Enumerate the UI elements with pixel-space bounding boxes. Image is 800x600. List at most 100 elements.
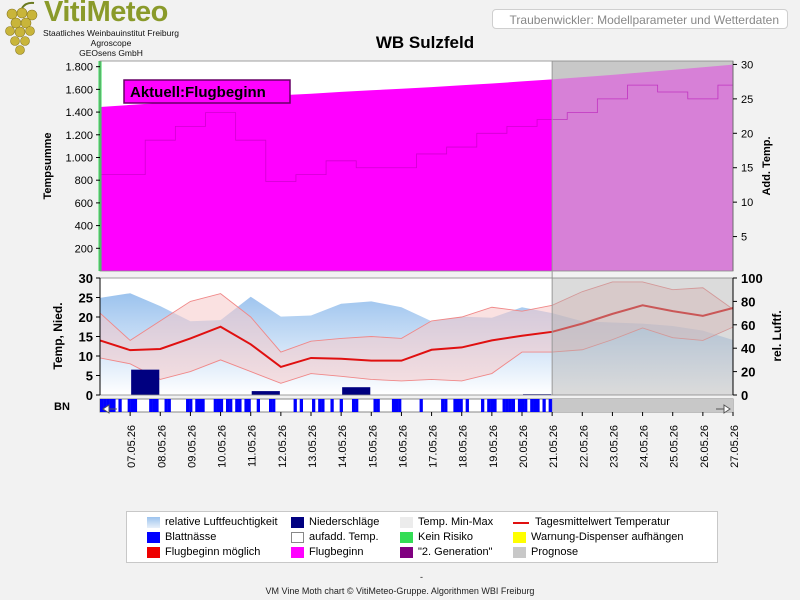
chart-title-box: Traubenwickler: Modellparameter und Wett…	[492, 9, 788, 29]
x-tick-label: 19.05.26	[488, 425, 500, 468]
upper-right-tick-label: 10	[741, 197, 753, 209]
bn-cell	[441, 399, 445, 412]
legend-label: Flugbeginn möglich	[165, 546, 261, 558]
precip-bar	[251, 391, 280, 395]
tempsumme-area	[100, 79, 553, 271]
upper-right-tick-label: 15	[741, 163, 753, 175]
bn-cell	[118, 399, 122, 412]
bn-cell	[376, 399, 380, 412]
lower-left-tick-label: 30	[79, 271, 93, 286]
x-tick-label: 10.05.26	[217, 425, 229, 468]
footer-dash: -	[420, 572, 423, 582]
legend-swatch	[147, 532, 160, 543]
x-tick-label: 12.05.26	[277, 425, 289, 468]
bn-cell	[225, 399, 230, 412]
bn-cell	[330, 399, 334, 412]
legend-label: "2. Generation"	[418, 546, 493, 558]
bn-cell	[481, 399, 485, 412]
brand-name: VitiMeteo	[44, 0, 168, 28]
bn-cell	[548, 399, 552, 412]
bn-cell	[502, 399, 506, 412]
upper-left-tick-label: 1.200	[65, 130, 93, 142]
bn-cell	[391, 399, 396, 412]
upper-left-tick-label: 1.400	[65, 107, 93, 119]
bn-cell	[444, 399, 448, 412]
legend-swatch	[291, 532, 304, 543]
x-tick-label: 26.05.26	[699, 425, 711, 468]
lower-left-tick-label: 25	[79, 291, 93, 306]
bn-cell	[530, 399, 534, 412]
bn-cell	[189, 399, 193, 412]
status-label: Aktuell:Flugbeginn	[130, 84, 266, 101]
bn-cell	[244, 399, 248, 412]
upper-right-tick-label: 25	[741, 94, 753, 106]
lower-right-tick-label: 40	[741, 341, 755, 356]
bn-cell	[195, 399, 199, 412]
legend-swatch	[400, 547, 413, 558]
bn-cell	[351, 399, 356, 412]
x-tick-label: 07.05.26	[126, 425, 138, 468]
x-tick-label: 25.05.26	[669, 425, 681, 468]
x-tick-label: 21.05.26	[548, 425, 560, 468]
upper-left-tick-label: 200	[75, 243, 93, 255]
bn-cell	[164, 399, 168, 412]
bn-cell	[318, 399, 322, 412]
bn-cell	[524, 399, 528, 412]
bn-cell	[201, 399, 205, 412]
legend-label: Warnung-Dispenser aufhängen	[531, 531, 684, 543]
bn-cell	[533, 399, 537, 412]
legend-swatch	[291, 547, 304, 558]
x-tick-label: 16.05.26	[397, 425, 409, 468]
bn-cell	[186, 399, 190, 412]
bn-cell	[394, 399, 399, 412]
x-tick-label: 08.05.26	[156, 425, 168, 468]
bn-cell	[339, 399, 343, 412]
upper-right-tick-label: 20	[741, 128, 753, 140]
legend-label: Tagesmittelwert Temperatur	[535, 516, 670, 528]
bn-cell	[229, 399, 233, 412]
lower-right-tick-label: 20	[741, 365, 755, 380]
vine-moth-chart: 1.8001.6001.4001.2001.000800600400200302…	[42, 59, 784, 468]
temp-min-line	[99, 326, 734, 384]
x-tick-label: 18.05.26	[458, 425, 470, 468]
bn-cell	[213, 399, 217, 412]
x-tick-label: 20.05.26	[518, 425, 530, 468]
bn-cell	[216, 399, 221, 412]
bn-cell	[155, 399, 159, 412]
vitimeteo-logo: VitiMeteo Staatliches Weinbauinstitut Fr…	[0, 0, 190, 62]
upper-left-tick-label: 800	[75, 175, 93, 187]
legend-swatch	[147, 547, 160, 558]
bn-label: BN	[54, 401, 70, 413]
bn-cell	[312, 399, 316, 412]
bn-cell	[247, 399, 251, 412]
lower-right-tick-label: 60	[741, 318, 755, 333]
bn-cell	[198, 399, 202, 412]
upper-right-tick-label: 30	[741, 59, 753, 71]
legend-label: Temp. Min-Max	[418, 516, 494, 528]
legend-swatch	[400, 517, 413, 528]
temp-max-line	[99, 281, 734, 353]
bn-scroll-right-icon	[716, 404, 731, 414]
x-tick-label: 15.05.26	[367, 425, 379, 468]
bn-cell	[293, 399, 297, 412]
bn-cell	[130, 399, 135, 412]
bn-cell	[100, 399, 104, 412]
bn-cell	[456, 399, 460, 412]
upper-right-tick-label: 5	[741, 232, 747, 244]
bn-cell	[520, 399, 525, 412]
x-tick-label: 23.05.26	[608, 425, 620, 468]
bn-cell	[219, 399, 224, 412]
bn-cell	[133, 399, 138, 412]
upper-left-tick-label: 1.000	[65, 152, 93, 164]
bn-cell	[419, 399, 423, 412]
upper-left-tick-label: 600	[75, 198, 93, 210]
lower-prognose-band	[552, 278, 733, 395]
upper-left-axis-title: Tempsumme	[42, 132, 54, 199]
grape-icon	[5, 1, 38, 55]
x-tick-label: 24.05.26	[639, 425, 651, 468]
legend-swatch	[147, 517, 160, 528]
bn-cell	[299, 399, 304, 412]
add-temp-steps	[100, 84, 733, 182]
bn-cell	[167, 399, 171, 412]
status-box	[123, 79, 291, 104]
